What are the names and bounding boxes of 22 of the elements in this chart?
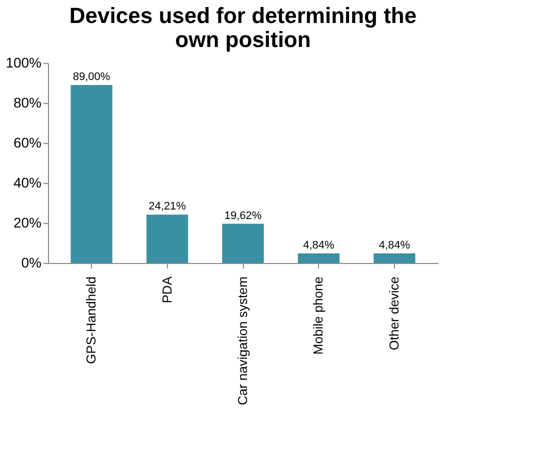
data-label: 4,84% — [378, 239, 410, 252]
x-tick-label: PDA — [159, 276, 174, 304]
bar — [70, 85, 112, 263]
bar — [146, 214, 188, 263]
data-label: 4,84% — [303, 239, 335, 252]
x-tick-label: GPS-Handheld — [84, 276, 99, 364]
chart-title: Devices used for determining the own position — [69, 3, 417, 52]
x-tick-label: Other device — [386, 276, 402, 350]
x-tick-label: Car navigation system — [235, 276, 250, 406]
bar — [222, 224, 264, 263]
y-tick-label: 60% — [13, 134, 42, 150]
data-label: 24,21% — [148, 200, 186, 213]
y-tick-label: 40% — [13, 174, 42, 190]
y-tick-label: 0% — [21, 254, 42, 270]
bar — [298, 253, 340, 263]
y-tick-label: 20% — [13, 214, 42, 230]
x-tick-label: Mobile phone — [310, 276, 326, 355]
data-label: 89,00% — [72, 71, 110, 83]
y-tick-label: 100% — [6, 54, 42, 70]
y-tick-label: 80% — [13, 94, 42, 110]
bar — [374, 253, 416, 263]
data-label: 19,62% — [224, 210, 262, 222]
